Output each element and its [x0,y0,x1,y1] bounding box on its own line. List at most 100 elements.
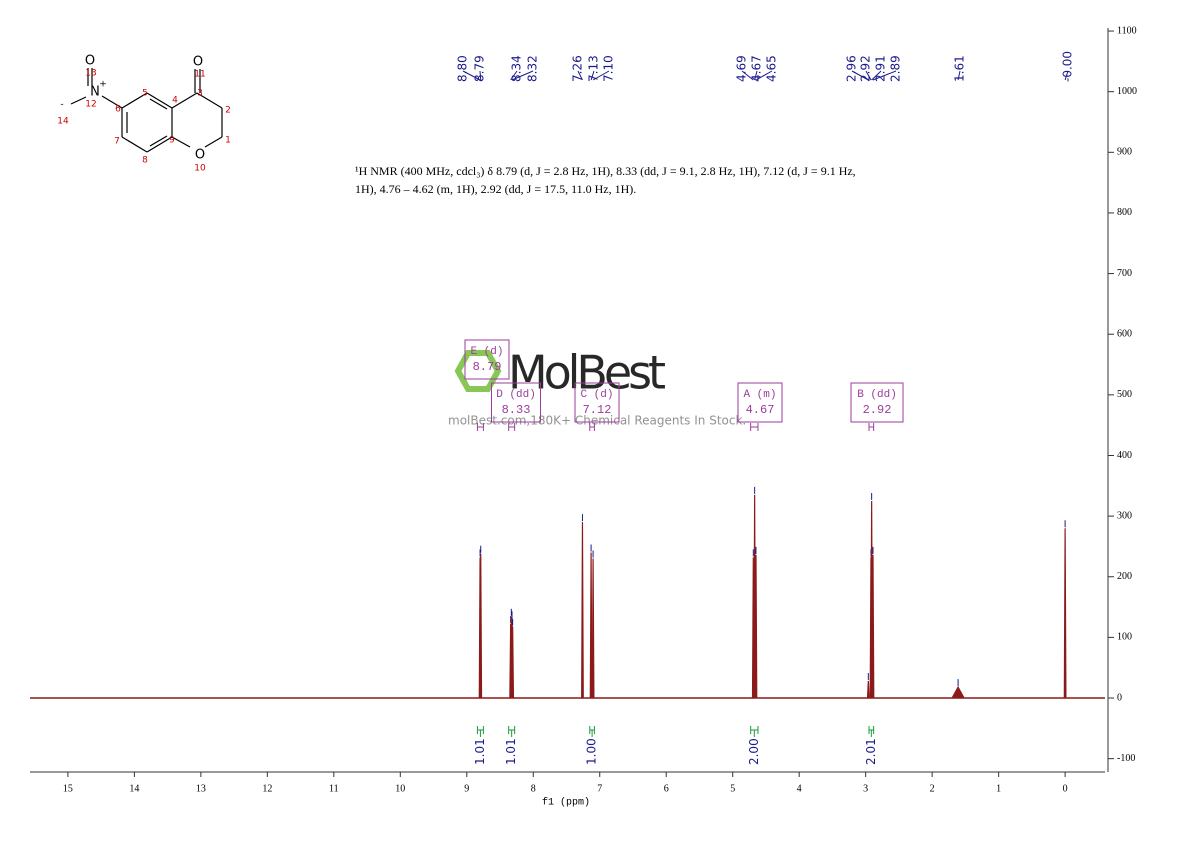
multiplet-box [491,382,541,423]
x-tick-label: 12 [262,783,272,794]
y-tick-label: 500 [1117,389,1132,400]
peak-label: 2.96 [845,55,859,82]
peak [591,558,595,699]
y-tick-label: 0 [1117,692,1122,703]
x-tick-label: 6 [664,783,669,794]
peak-connector [577,70,583,81]
atom-label: O [85,54,95,69]
x-tick-label: 2 [930,783,935,794]
peak [589,552,593,699]
peak-connector [479,70,482,81]
peak-label: 7.13 [587,55,601,82]
logo [454,350,502,392]
peak-label: 4.67 [750,55,764,82]
peak-connector [1064,70,1069,81]
atom-number: 4 [172,96,178,106]
peak-label: 7.10 [602,55,616,82]
integral-label: 2.01 [864,738,878,765]
atom-label: O [195,148,205,163]
peak-label: 7.26 [571,55,585,82]
peak-label: 4.65 [765,55,779,82]
atom-number: 3 [197,89,203,99]
y-tick-label: 200 [1117,571,1132,582]
x-tick-label: 5 [730,783,735,794]
peak [871,554,875,699]
x-axis-label: f1 (ppm) [542,797,590,809]
y-tick-label: 1100 [1117,25,1137,36]
multiplet-label: A (m) [743,389,776,401]
peak-label: 4.69 [735,55,749,82]
nmr-description: ¹H NMR (400 MHz, cdcl₃) δ 8.79 (d, J = 2… [355,164,856,178]
watermark-brand: MolBest [508,346,665,400]
atom-number: 11 [194,70,205,80]
x-tick-label: 15 [63,783,73,794]
peak-connector [754,70,758,81]
atom-number: 14 [57,117,69,127]
atom-number: 1 [225,136,231,146]
peak-label: 8.34 [510,55,524,82]
atom-number: 6 [115,105,121,115]
peak-connector [865,70,872,81]
y-tick-label: 700 [1117,268,1132,279]
atom-number: 9 [169,136,175,146]
multiplet-shift: 7.12 [583,403,612,417]
y-tick-label: 300 [1117,510,1132,521]
peak-connector [957,70,961,81]
peak [581,522,584,699]
x-tick-label: 11 [329,783,339,794]
peak [511,626,515,699]
multiplet-shift: 2.92 [863,403,892,417]
multiplet-shift: 8.33 [502,403,531,417]
x-tick-label: 7 [597,783,602,794]
peak [479,553,483,699]
peak-connector [590,70,595,81]
x-tick-label: 1 [996,783,1001,794]
peak-connector [755,70,773,81]
x-tick-label: 0 [1063,783,1068,794]
y-tick-label: 800 [1117,207,1132,218]
integral-label: 1.00 [585,738,599,765]
peak [866,681,870,699]
peak-label: 8.79 [473,55,487,82]
peak [754,554,758,699]
peak-label: 2.92 [859,55,873,82]
atom-number: 2 [225,106,231,116]
peak-label: 2.91 [874,55,888,82]
multiplet-label: B (dd) [857,389,897,401]
peak-connector [872,70,897,81]
x-tick-label: 8 [531,783,536,794]
atom-label: + [99,80,107,90]
y-tick-label: 1000 [1117,86,1137,97]
peak-connector [871,70,882,81]
y-tick-label: 100 [1117,632,1132,643]
atom-label: O [193,55,203,70]
peak-label: -0.00 [1061,51,1075,82]
y-tick-label: -100 [1117,753,1135,764]
multiplet-box [850,382,904,423]
peak [1063,528,1067,699]
multiplet-label: D (dd) [496,389,536,401]
multiplet-label: C (d) [580,389,613,401]
y-tick-label: 600 [1117,329,1132,340]
atom-number: 7 [114,137,120,147]
watermark: MolBest molBest.com,180K+ Chemical Reagen… [448,346,746,428]
integral-label: 1.01 [473,738,487,765]
x-tick-label: 14 [129,783,139,794]
watermark-tagline: molBest.com,180K+ Chemical Reagents In S… [448,414,746,428]
atom-number: 5 [142,89,148,99]
multiplet-box [737,382,783,423]
peak-label: 8.32 [526,55,540,82]
multiplet-box [464,339,510,380]
x-tick-label: 9 [464,783,469,794]
peak-label: 1.61 [953,55,967,82]
multiplet-box [574,382,620,423]
atom-number: 13 [85,69,96,79]
y-tick-label: 900 [1117,147,1132,158]
multiplet-label: E (d) [470,346,503,358]
molecule-bonds [70,68,223,153]
y-tick-label: 400 [1117,450,1132,461]
peak-connector [851,70,869,81]
peak-connector [462,70,481,81]
integral-label: 1.01 [504,738,518,765]
atom-label: N [90,85,100,100]
